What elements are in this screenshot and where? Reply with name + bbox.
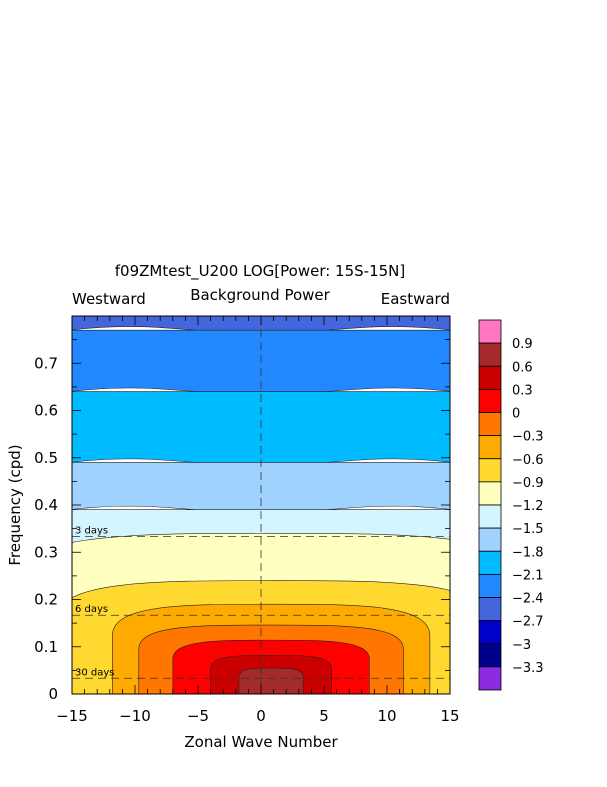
colorbar-swatch [478,643,502,668]
colorbar-swatch [478,412,502,437]
colorbar-swatch [478,458,502,483]
colorbar-label: 0.3 [512,383,533,398]
y-tick-label: 0 [48,685,58,703]
power-contours [72,533,450,694]
colorbar-label: −0.3 [512,430,544,445]
colorbar-swatch [478,597,502,622]
westward-label: Westward [72,290,146,308]
colorbar-label: −3.3 [512,661,544,676]
colorbar-label: −0.6 [512,453,544,468]
x-tick-label: 15 [440,707,459,725]
colorbar-label: −1.2 [512,499,544,514]
colorbar-swatch [478,504,502,529]
y-tick-label: 0.3 [34,543,58,561]
x-tick-label: 5 [319,707,329,725]
colorbar-label: 0.6 [512,360,533,375]
colorbar-swatch [478,527,502,552]
y-tick-label: 0.4 [34,496,58,514]
x-tick-label: −10 [119,707,151,725]
colorbar-swatch [478,342,502,367]
y-tick-label: 0.1 [34,638,58,656]
colorbar-swatch [478,481,502,506]
colorbar-swatch [478,365,502,390]
colorbar-swatch [478,435,502,460]
chart-title: f09ZMtest_U200 LOG[Power: 15S-15N] [115,262,405,281]
x-tick-label: 0 [256,707,266,725]
period-label: 30 days [75,667,115,678]
colorbar-label: −2.4 [512,592,544,607]
power-contour [238,667,304,694]
colorbar-label: −1.8 [512,545,544,560]
colorbar-swatch [478,573,502,598]
colorbar-label: 0.9 [512,337,533,352]
colorbar-label: −0.9 [512,476,544,491]
colorbar: 0.9 0.6 0.3 0 −0.3 −0.6 −0.9 −1.2 −1.5 −1.8 −2.1 −2… [478,319,544,691]
colorbar-label: 0 [512,407,520,422]
colorbar-swatch [478,666,502,691]
axes: −15 −10 −5 0 5 10 15 0 0.1 0.2 0.3 0.4 0.5 0.6 0.7 [34,315,460,725]
x-axis-label: Zonal Wave Number [184,733,338,751]
power-band [72,391,450,467]
chart-subtitle: Background Power [190,286,330,304]
y-tick-label: 0.7 [34,354,58,372]
y-tick-label: 0.6 [34,402,58,420]
period-label: 3 days [75,526,108,537]
plot-area: 3 days 6 days 30 days [72,316,450,694]
y-tick-label: 0.2 [34,591,58,609]
colorbar-swatch [478,319,502,344]
colorbar-swatch [478,388,502,413]
colorbar-label: −3 [512,638,531,653]
colorbar-label: −1.5 [512,522,544,537]
x-tick-label: 10 [377,707,396,725]
eastward-label: Eastward [381,290,450,308]
y-tick-label: 0.5 [34,449,58,467]
x-tick-label: −5 [187,707,209,725]
x-tick-label: −15 [56,707,88,725]
period-label: 6 days [75,604,108,615]
colorbar-swatch [478,550,502,575]
colorbar-swatch [478,620,502,645]
colorbar-label: −2.1 [512,568,544,583]
y-axis-label: Frequency (cpd) [6,444,24,565]
colorbar-label: −2.7 [512,615,544,630]
